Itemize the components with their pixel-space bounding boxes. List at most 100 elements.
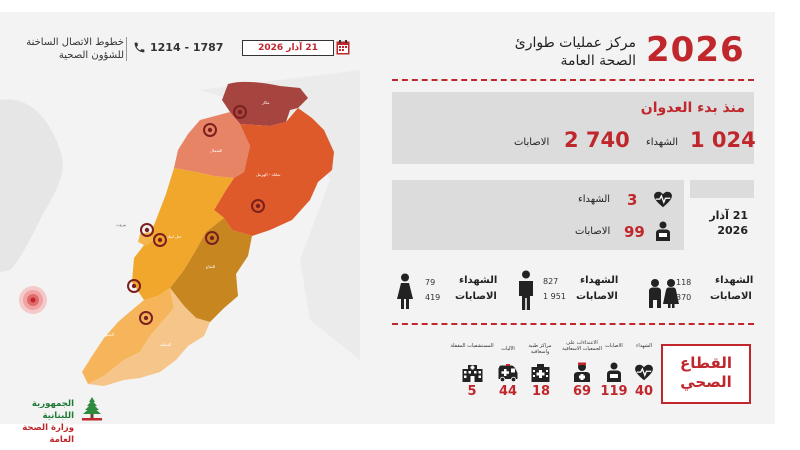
strike-marker-beirut bbox=[140, 223, 154, 237]
medical-center-icon bbox=[531, 364, 550, 382]
hotline-title: خطوط الاتصال الساخنة bbox=[26, 37, 124, 48]
strike-marker-dahieh bbox=[153, 233, 167, 247]
calendar-icon bbox=[336, 40, 350, 55]
label-nabatieh: النبطية bbox=[160, 342, 171, 347]
women-injured-value: 419 bbox=[425, 293, 441, 302]
sea-background-land bbox=[0, 99, 63, 272]
today-injured-value: 99 bbox=[624, 223, 645, 241]
date-box: 21 آذار 2026 bbox=[242, 40, 334, 56]
today-injured-label: الاصابات bbox=[575, 226, 611, 237]
ministry-logo-text: الجمهورية اللبنانية وزارة الصحة العامة bbox=[4, 398, 74, 446]
hotline-number: 1214 - 1787 bbox=[150, 41, 224, 54]
center-title-line2: الصحة العامة bbox=[560, 53, 636, 69]
label-south: الجنوب bbox=[102, 332, 114, 337]
label-bekaa: البقاع bbox=[206, 264, 215, 269]
man-icon bbox=[518, 270, 534, 310]
today-panel bbox=[392, 180, 684, 250]
health-sector-title-line1: القطاع bbox=[679, 354, 733, 372]
date-text: 21 آذار 2026 bbox=[258, 43, 318, 53]
hotline-subtitle: للشؤون الصحية bbox=[58, 50, 124, 61]
stat-medical-centers-value: 18 bbox=[531, 384, 551, 399]
today-date-line1: 21 آذار bbox=[709, 209, 748, 222]
stat-vehicles-value: 44 bbox=[498, 384, 518, 399]
since-start-title: منذ بدء العدوان bbox=[640, 100, 745, 116]
men-martyrs-label: الشهداء bbox=[580, 275, 619, 286]
label-akkar: عكار bbox=[261, 100, 270, 105]
stat-medical-centers-label: مراكز طبية واسعافية bbox=[528, 343, 552, 355]
men-injured-label: الاصابات bbox=[576, 291, 618, 302]
district-mount-lebanon bbox=[132, 168, 234, 300]
district-akkar bbox=[222, 81, 308, 126]
stat-injured-value: 119 bbox=[600, 384, 628, 399]
strike-marker-south bbox=[127, 279, 141, 293]
stat-closed-hospitals-label: المستشفيات المقفلة bbox=[450, 343, 494, 349]
ministry-name: وزارة الصحة العامة bbox=[22, 423, 74, 445]
district-south bbox=[82, 288, 174, 384]
stat-injured-label: الاصابات bbox=[605, 343, 623, 349]
today-martyrs-value: 3 bbox=[627, 191, 638, 209]
children-injured-value: 370 bbox=[676, 293, 692, 302]
since-start-injured-label: الاصابات bbox=[514, 137, 550, 148]
health-sector-title-line2: الصحي bbox=[680, 373, 732, 391]
strike-marker-north bbox=[203, 123, 217, 137]
header-dash-divider bbox=[392, 79, 754, 81]
strike-marker-nabatieh bbox=[139, 311, 153, 325]
demographics-dash-divider bbox=[392, 323, 754, 325]
women-injured-label: الاصابات bbox=[455, 291, 497, 302]
strike-marker-baalbek bbox=[251, 199, 265, 213]
children-injured-label: الاصابات bbox=[710, 291, 752, 302]
health-sector-box: القطاع الصحي bbox=[661, 344, 751, 404]
men-martyrs-value: 827 bbox=[543, 277, 559, 286]
since-start-panel bbox=[392, 92, 754, 164]
today-date: 21 آذار 2026 bbox=[690, 208, 748, 238]
children-martyrs-label: الشهداء bbox=[715, 275, 754, 286]
today-date-line2: 2026 bbox=[717, 224, 748, 237]
since-start-injured-value: 2 740 bbox=[564, 128, 630, 152]
today-date-top-bar bbox=[690, 180, 754, 198]
year-title: 2026 bbox=[646, 30, 745, 70]
district-baalbek-hermel bbox=[214, 108, 334, 236]
since-start-martyrs-value: 1 024 bbox=[690, 128, 756, 152]
strike-marker-bekaa bbox=[205, 231, 219, 245]
paramedic-icon bbox=[572, 362, 592, 382]
stat-closed-hospitals-value: 5 bbox=[467, 384, 477, 399]
injured-person-icon bbox=[655, 221, 671, 241]
center-title: مركز عمليات طوارئ الصحة العامة bbox=[486, 34, 636, 70]
heart-icon bbox=[634, 364, 654, 381]
district-bekaa bbox=[170, 218, 252, 322]
stat-martyrs-label: الشهداء bbox=[635, 343, 653, 349]
woman-icon bbox=[396, 273, 414, 309]
stat-martyrs-value: 40 bbox=[634, 384, 654, 399]
women-martyrs-value: 79 bbox=[425, 278, 436, 287]
phone-icon bbox=[133, 41, 146, 54]
stat-attacks-value: 69 bbox=[572, 384, 592, 399]
district-north bbox=[174, 112, 250, 178]
hotline-block: خطوط الاتصال الساخنة للشؤون الصحية bbox=[14, 36, 124, 62]
strike-marker-akkar bbox=[233, 105, 247, 119]
label-baalbek: بعلبك - الهرمل bbox=[256, 172, 280, 177]
label-beirut: بيروت bbox=[116, 222, 126, 227]
hospital-icon bbox=[462, 364, 483, 382]
republic-name: الجمهورية اللبنانية bbox=[31, 399, 74, 421]
since-start-martyrs-label: الشهداء bbox=[646, 137, 679, 148]
children-martyrs-value: 118 bbox=[676, 278, 692, 287]
label-north: الشمال bbox=[210, 148, 222, 153]
lebanon-map: عكار الشمال بعلبك - الهرمل بيروت جبل لبن… bbox=[0, 70, 360, 386]
district-nabatieh bbox=[88, 288, 210, 386]
today-martyrs-label: الشهداء bbox=[578, 194, 611, 205]
label-mount-lebanon: جبل لبنان bbox=[166, 234, 182, 239]
cedar-logo-icon bbox=[80, 396, 104, 422]
hotline-divider bbox=[126, 37, 127, 61]
center-title-line1: مركز عمليات طوارئ bbox=[514, 35, 636, 51]
women-martyrs-label: الشهداء bbox=[459, 275, 498, 286]
heartbeat-icon bbox=[653, 191, 673, 208]
radar-pulse-icon bbox=[19, 286, 47, 314]
stat-vehicles-label: الآليات bbox=[501, 346, 515, 352]
stat-injured-person-icon bbox=[606, 362, 622, 382]
children-icon bbox=[646, 278, 680, 308]
men-injured-value: 1 951 bbox=[543, 292, 566, 301]
ambulance-icon bbox=[497, 364, 519, 382]
health-sector-title: القطاع الصحي bbox=[663, 354, 749, 392]
stat-attacks-label: الاعتداءات على الجمعيات الاسعافية bbox=[562, 340, 602, 352]
